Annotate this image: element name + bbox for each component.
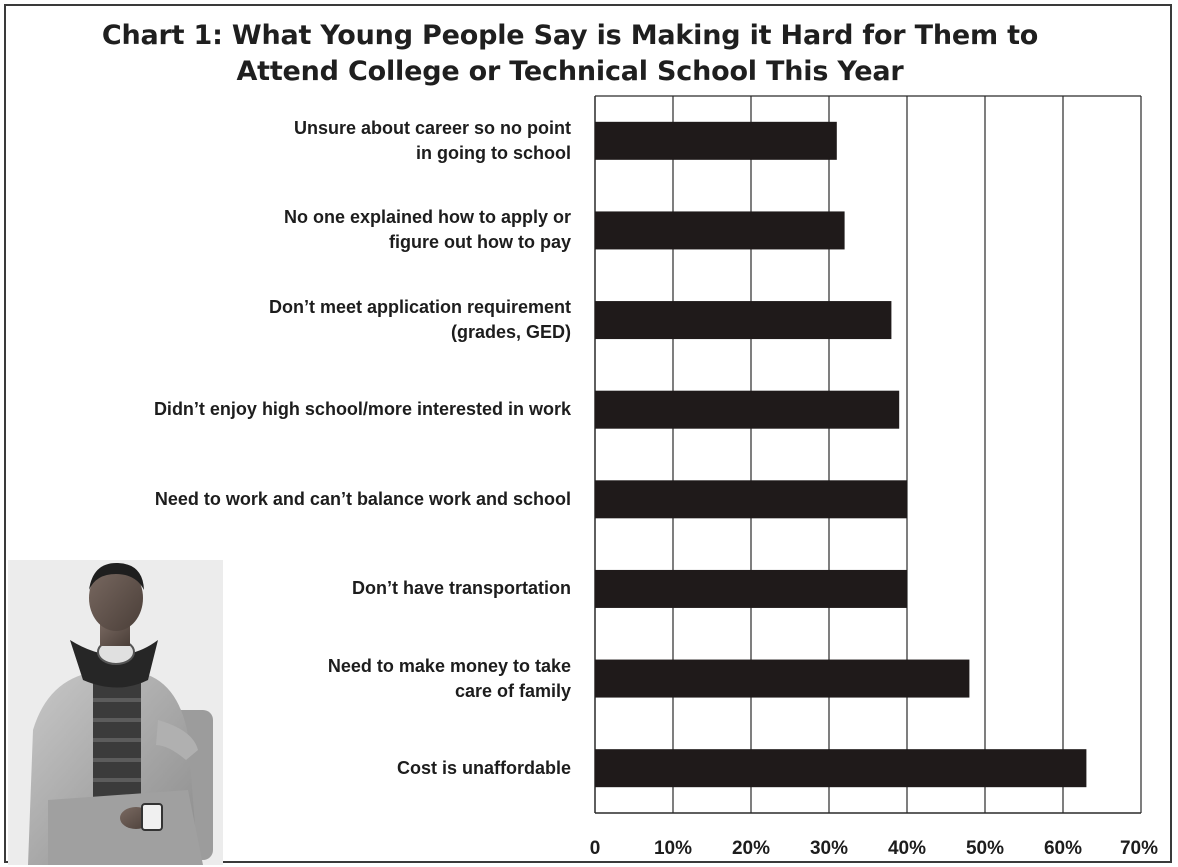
category-label-1-line-2: in going to school [416, 142, 571, 163]
bar-8 [595, 749, 1087, 788]
x-tick-label-10: 10% [653, 838, 693, 859]
category-label-1: Unsure about career so no point in going … [31, 116, 571, 166]
x-tick-label-40: 40% [887, 838, 927, 859]
young-man-photo [8, 560, 223, 865]
category-label-3: Don’t meet application requirement (grade… [31, 295, 571, 345]
category-label-5: Need to work and can’t balance work and … [31, 487, 571, 512]
bar-6 [595, 569, 907, 608]
chart-frame [4, 4, 1172, 863]
bar-7 [595, 659, 970, 698]
x-tick-label-50: 50% [965, 838, 1005, 859]
bar-3 [595, 301, 892, 340]
chart-title-line-2: Attend College or Technical School This … [236, 56, 904, 87]
category-label-7-line-1: Need to make money to take [327, 655, 571, 676]
category-label-3-line-1: Don’t meet application requirement [268, 297, 571, 318]
category-label-6: Don’t have transportation [31, 576, 571, 601]
category-label-7: Need to make money to take care of family [31, 654, 571, 704]
chart-title: Chart 1: What Young People Say is Making… [60, 18, 1080, 90]
x-tick-label-70: 70% [1119, 838, 1159, 859]
category-label-2: No one explained how to apply or figure o… [31, 205, 571, 255]
chart-title-line-1: Chart 1: What Young People Say is Making… [101, 20, 1039, 51]
bar-5 [595, 480, 907, 519]
bar-2 [595, 211, 845, 250]
x-tick-label-20: 20% [731, 838, 771, 859]
category-label-1-line-1: Unsure about career so no point [293, 117, 571, 138]
category-label-2-line-2: figure out how to pay [389, 232, 571, 253]
x-tick-label-30: 30% [809, 838, 849, 859]
bar-4 [595, 390, 900, 429]
category-label-8: Cost is unaffordable [31, 756, 571, 781]
x-tick-label-60: 60% [1043, 838, 1083, 859]
category-label-4-line-1: Didn’t enjoy high school/more interested… [153, 399, 571, 420]
category-label-4: Didn’t enjoy high school/more interested… [31, 397, 571, 422]
category-label-8-line-1: Cost is unaffordable [396, 757, 571, 778]
category-label-7-line-2: care of family [454, 680, 571, 701]
category-label-2-line-1: No one explained how to apply or [283, 207, 571, 228]
bar-1 [595, 121, 837, 160]
x-tick-label-0: 0 [589, 838, 601, 859]
category-label-6-line-1: Don’t have transportation [351, 578, 571, 599]
category-label-3-line-2: (grades, GED) [450, 322, 571, 343]
category-label-5-line-1: Need to work and can’t balance work and … [154, 488, 571, 509]
